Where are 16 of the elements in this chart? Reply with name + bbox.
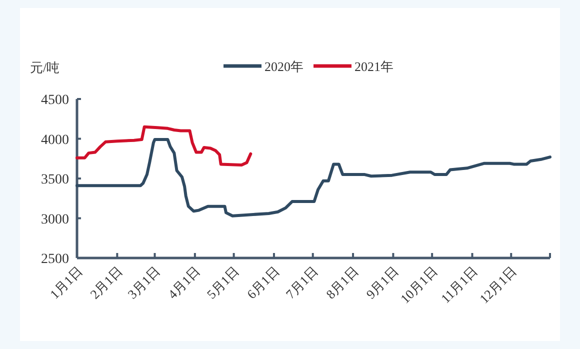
x-tick-label: 2月1日 <box>87 264 126 302</box>
x-tick-label: 6月1日 <box>244 264 282 302</box>
legend-label: 2021年 <box>354 59 394 74</box>
y-tick-label: 3000 <box>41 212 69 228</box>
y-axis-title: 元/吨 <box>30 60 60 75</box>
line-series <box>76 138 552 218</box>
y-tick-label: 4000 <box>41 132 69 148</box>
y-tick-label: 4500 <box>41 93 69 108</box>
y-tick-label: 3500 <box>41 172 69 188</box>
x-tick-label: 5月1日 <box>204 264 242 302</box>
x-tick-label: 7月1日 <box>282 264 321 302</box>
legend-label: 2020年 <box>264 59 304 74</box>
x-tick-label: 8月1日 <box>322 264 362 302</box>
line-series <box>76 125 252 166</box>
x-tick-label: 4月1日 <box>164 264 204 302</box>
x-tick-label: 3月1日 <box>124 264 163 302</box>
